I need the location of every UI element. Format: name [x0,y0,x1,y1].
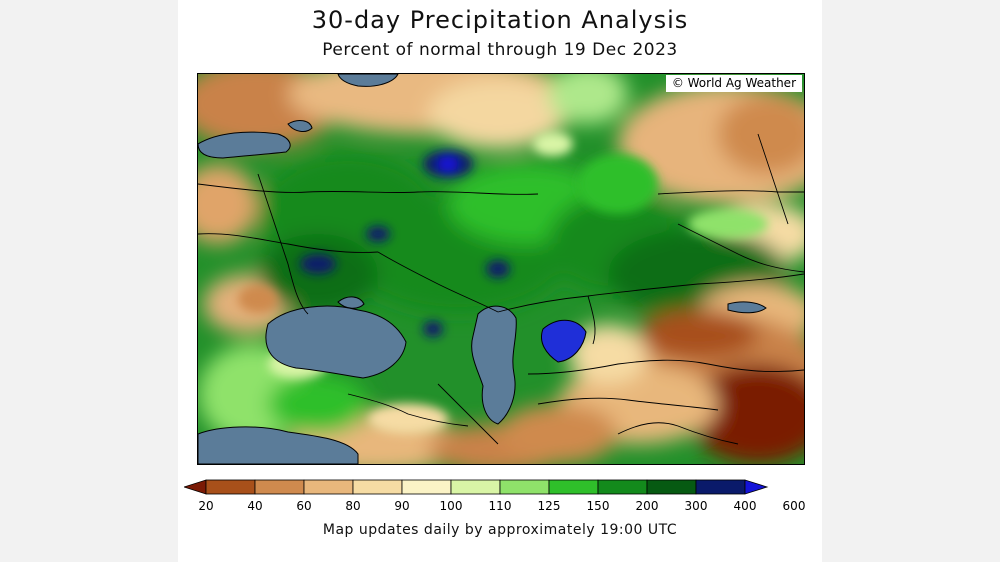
water-bodies [198,74,767,464]
legend-swatch [205,479,256,495]
legend-swatch [254,479,305,495]
lake-balkhash [727,301,767,314]
legend-tick-label: 125 [538,499,561,513]
legend-swatch [499,479,550,495]
legend-swatch [695,479,746,495]
legend-tick-label: 80 [345,499,360,513]
color-legend: 20 40 60 80 90 100 110 125 150 200 300 400 600 [182,478,816,518]
white-sea [337,74,399,87]
legend-bar: 20 40 60 80 90 100 110 125 150 200 300 400 600 [182,479,806,513]
sea-of-azov [337,296,365,309]
mediterranean-sea [198,426,359,464]
aral-sea [541,319,587,363]
update-note: Map updates daily by approximately 19:00… [322,522,678,538]
map-canvas [198,74,804,464]
legend-swatch [303,479,354,495]
baltic-sea [198,131,291,159]
legend-tick-label: 200 [636,499,659,513]
legend-swatch [401,479,452,495]
legend-tick-label: 60 [296,499,311,513]
black-sea [265,305,407,379]
legend-swatch [548,479,599,495]
map-title: 30-day Precipitation Analysis [311,6,689,34]
legend-swatch [597,479,648,495]
caspian-sea [471,305,517,425]
legend-tick-label: 400 [734,499,757,513]
legend-swatch [450,479,501,495]
legend-swatch [646,479,697,495]
precip-field [198,74,804,464]
legend-tick-label: 20 [198,499,213,513]
legend-tick-label: 100 [440,499,463,513]
legend-tick-label: 150 [587,499,610,513]
lake-ladoga [287,120,313,132]
country-borders [198,133,804,445]
legend-tick-label: 90 [394,499,409,513]
legend-tick-label: 600 [783,499,806,513]
map-credit: © World Ag Weather [665,75,802,92]
legend-low-arrow [182,479,207,495]
legend-high-arrow [744,479,769,495]
legend-swatch [352,479,403,495]
legend-tick-label: 110 [489,499,512,513]
map-subtitle: Percent of normal through 19 Dec 2023 [322,40,678,60]
legend-tick-label: 40 [247,499,262,513]
precipitation-map: © World Ag Weather [197,73,805,465]
legend-tick-label: 300 [685,499,708,513]
